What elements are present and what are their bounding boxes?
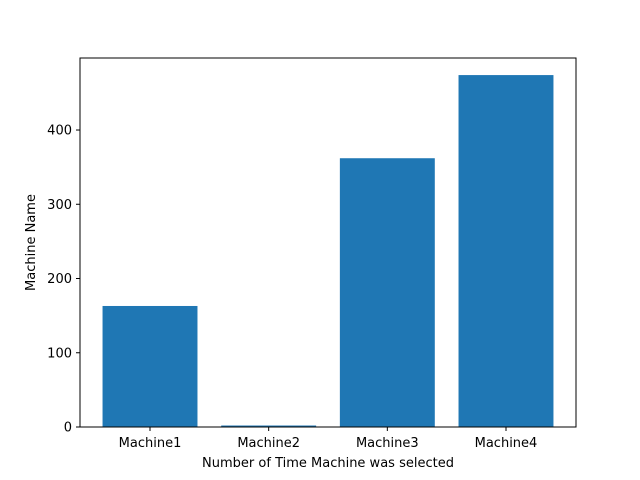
x-axis-label: Number of Time Machine was selected [202, 456, 454, 471]
x-tick-label: Machine2 [237, 436, 300, 451]
y-tick-label: 0 [64, 421, 72, 436]
bar-machine1 [102, 305, 198, 427]
y-tick-label: 400 [47, 124, 72, 139]
bar-machine2 [221, 425, 317, 427]
y-tick-label: 300 [47, 198, 72, 213]
x-tick-label: Machine1 [119, 436, 182, 451]
bar-machine4 [458, 75, 554, 427]
y-axis-label: Machine Name [24, 194, 39, 291]
x-tick-label: Machine4 [475, 436, 538, 451]
x-axis-ticks: Machine1 Machine2 Machine3 Machine4 [119, 427, 538, 451]
y-tick-label: 100 [47, 346, 72, 361]
bar-machine3 [339, 158, 435, 427]
y-axis-ticks: 0 100 200 300 400 [47, 124, 80, 436]
x-tick-label: Machine3 [356, 436, 419, 451]
y-tick-label: 200 [47, 272, 72, 287]
plot-frame [79, 57, 577, 428]
bars-group [102, 75, 554, 427]
